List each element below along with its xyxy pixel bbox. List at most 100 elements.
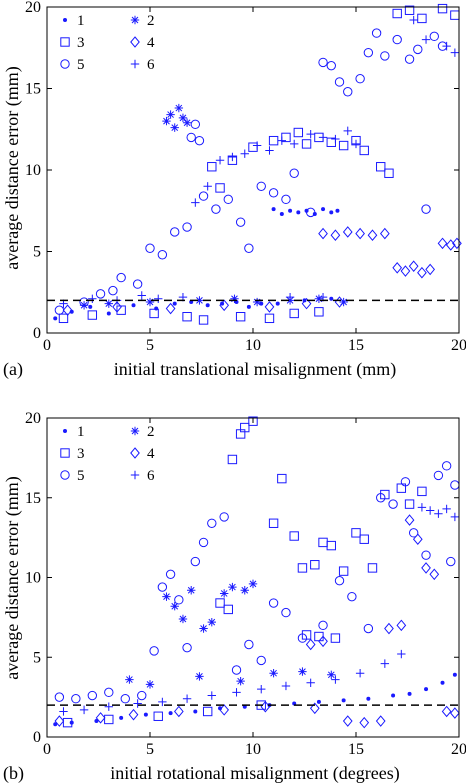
point-series-3 xyxy=(268,518,279,528)
point-series-5 xyxy=(244,243,254,253)
legend-marker-5 xyxy=(60,59,70,69)
point-series-4 xyxy=(309,702,320,715)
point-series-6 xyxy=(158,697,167,707)
y-tick-label: 15 xyxy=(25,81,41,98)
point-series-5 xyxy=(297,633,308,643)
point-series-2 xyxy=(228,582,237,592)
point-series-3 xyxy=(153,711,163,721)
point-series-5 xyxy=(190,119,201,130)
point-series-5 xyxy=(244,639,254,650)
point-series-3 xyxy=(351,528,361,538)
point-series-6 xyxy=(88,294,97,303)
point-series-5 xyxy=(157,250,168,260)
legend-marker-1 xyxy=(63,429,67,433)
point-series-4 xyxy=(301,297,312,310)
point-series-4 xyxy=(95,712,106,724)
point-series-6 xyxy=(380,659,390,668)
point-series-1 xyxy=(168,711,173,716)
point-series-5 xyxy=(429,31,439,42)
point-series-5 xyxy=(137,690,147,701)
point-series-2 xyxy=(207,617,216,627)
x-tick-label: 0 xyxy=(43,337,51,354)
point-series-4 xyxy=(441,705,452,718)
legend-marker-2 xyxy=(130,15,140,25)
point-series-1 xyxy=(53,316,58,321)
panel-b-label: (b) xyxy=(3,763,24,784)
y-tick-label: 10 xyxy=(25,162,41,179)
point-series-4 xyxy=(219,704,230,716)
point-series-6 xyxy=(277,136,287,145)
legend-label-2: 2 xyxy=(147,13,155,29)
legend-marker-4 xyxy=(130,447,140,459)
point-series-3 xyxy=(58,313,69,324)
panel-b-xlabel: initial rotational misalignment (degrees… xyxy=(110,763,399,784)
point-series-3 xyxy=(87,310,98,320)
point-series-5 xyxy=(186,132,196,143)
point-series-3 xyxy=(359,145,369,156)
point-series-3 xyxy=(384,168,394,178)
point-series-2 xyxy=(240,586,249,595)
panel-a-ylabel: average distance error (mm) xyxy=(2,66,23,269)
point-series-5 xyxy=(421,550,431,560)
point-series-1 xyxy=(366,696,371,701)
legend-label-5: 5 xyxy=(77,57,85,73)
point-series-6 xyxy=(203,182,212,191)
point-series-2 xyxy=(195,672,204,681)
point-series-5 xyxy=(305,207,316,218)
point-series-2 xyxy=(327,670,336,679)
point-series-5 xyxy=(54,692,65,702)
point-series-6 xyxy=(252,141,262,150)
point-series-5 xyxy=(380,51,390,61)
point-series-1 xyxy=(143,712,148,717)
point-series-3 xyxy=(248,416,258,426)
point-series-3 xyxy=(198,315,209,325)
point-series-6 xyxy=(450,512,460,522)
legend-marker-2 xyxy=(130,426,140,436)
legend-label-5: 5 xyxy=(77,468,85,484)
point-series-6 xyxy=(154,294,163,303)
point-series-3 xyxy=(62,717,73,728)
point-series-6 xyxy=(290,139,299,149)
point-series-2 xyxy=(252,297,262,307)
point-series-5 xyxy=(194,135,205,146)
point-series-4 xyxy=(417,266,427,279)
point-series-3 xyxy=(149,308,159,319)
point-series-5 xyxy=(207,518,217,528)
point-series-6 xyxy=(306,129,315,139)
point-series-2 xyxy=(162,116,171,126)
x-tick-label: 20 xyxy=(451,337,466,354)
point-series-4 xyxy=(384,622,394,635)
point-series-3 xyxy=(268,135,279,146)
point-series-3 xyxy=(404,5,415,15)
point-series-5 xyxy=(71,694,81,704)
point-series-3 xyxy=(330,633,341,643)
point-series-1 xyxy=(53,722,58,727)
legend-marker-6 xyxy=(130,59,140,69)
point-series-3 xyxy=(264,313,275,324)
point-series-5 xyxy=(182,222,192,232)
point-series-5 xyxy=(157,582,168,592)
point-series-5 xyxy=(413,44,423,55)
point-series-5 xyxy=(268,188,279,198)
point-series-1 xyxy=(275,301,280,306)
point-series-2 xyxy=(174,103,184,113)
point-series-2 xyxy=(236,676,245,686)
point-series-6 xyxy=(397,649,406,659)
point-series-5 xyxy=(256,655,266,666)
point-series-3 xyxy=(293,127,304,138)
point-series-4 xyxy=(330,229,341,241)
point-series-3 xyxy=(310,560,320,570)
point-series-4 xyxy=(342,226,353,238)
data-points xyxy=(53,3,462,325)
point-series-1 xyxy=(106,311,111,316)
point-series-6 xyxy=(137,291,146,300)
point-series-6 xyxy=(331,675,340,684)
point-series-6 xyxy=(285,292,295,302)
point-series-5 xyxy=(450,480,460,490)
point-series-1 xyxy=(131,303,136,308)
y-tick-label: 15 xyxy=(25,490,41,507)
point-series-5 xyxy=(318,57,328,68)
point-series-3 xyxy=(202,706,213,717)
point-series-4 xyxy=(173,705,184,718)
